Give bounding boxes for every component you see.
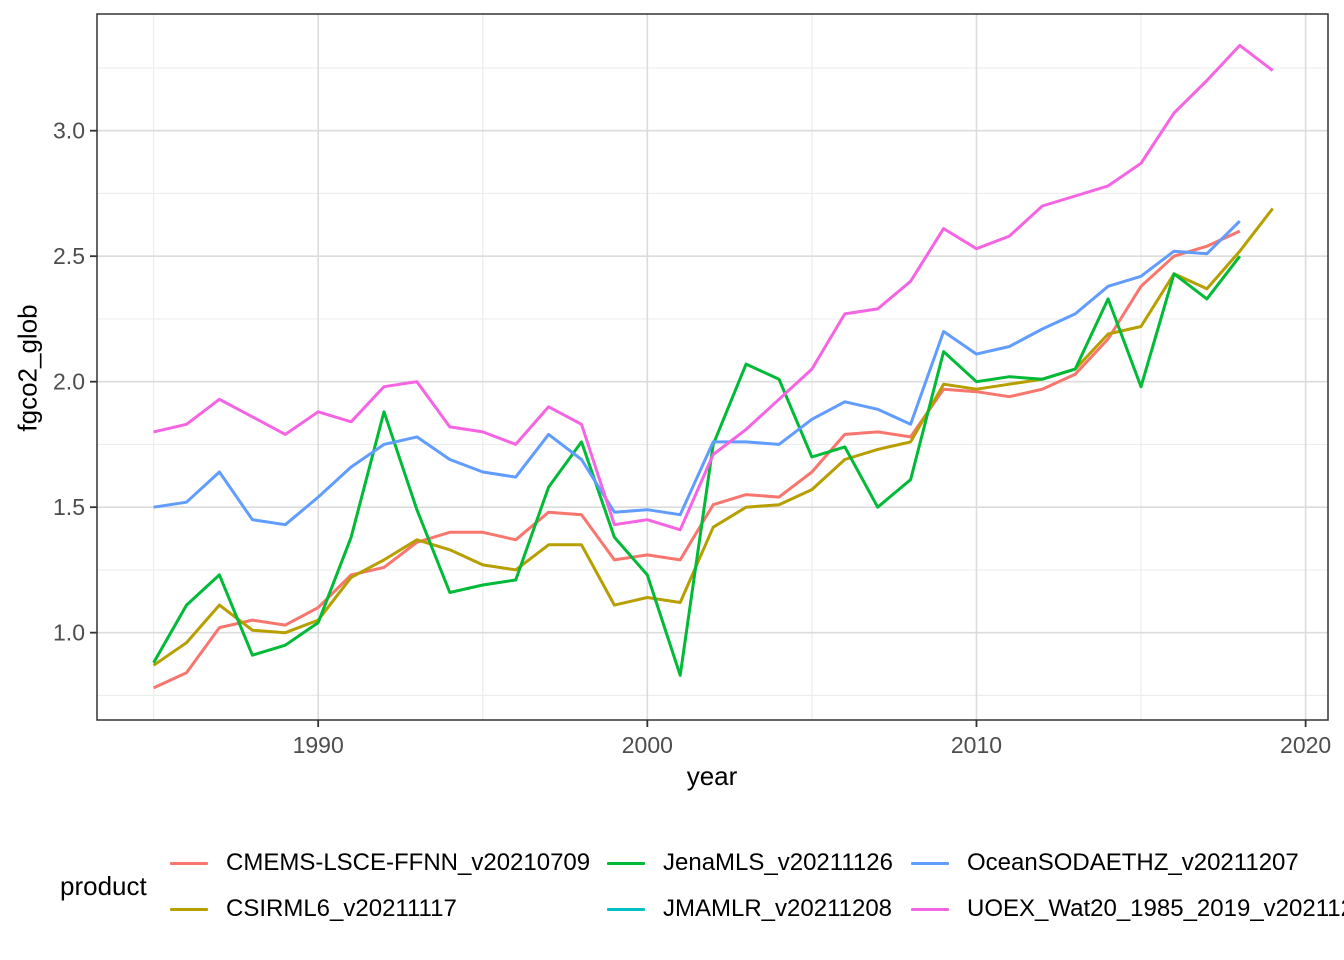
legend-item-label: CSIRML6_v20211117 xyxy=(226,895,457,922)
y-tick-label: 3.0 xyxy=(53,118,85,144)
legend-item-JMAMLR_v20211208: JMAMLR_v20211208 xyxy=(607,895,892,923)
y-tick-label: 1.5 xyxy=(53,494,85,520)
series-line-CMEMS-LSCE-FFNN_v20210709 xyxy=(152,229,1241,690)
series-line-JenaMLS_v20211126 xyxy=(152,255,1241,677)
y-tick-label: 2.0 xyxy=(53,369,85,395)
x-axis-title: year xyxy=(686,761,738,791)
y-axis-title: fgco2_glob xyxy=(12,304,43,432)
legend-key-line xyxy=(911,907,949,911)
legend-item-label: UOEX_Wat20_1985_2019_v202112 xyxy=(967,895,1344,922)
panel-border xyxy=(96,13,1329,721)
legend-item-CSIRML6_v20211117: CSIRML6_v20211117 xyxy=(170,895,457,923)
legend-item-CMEMS-LSCE-FFNN_v20210709: CMEMS-LSCE-FFNN_v20210709 xyxy=(170,849,590,877)
x-tick-label: 1990 xyxy=(293,732,344,758)
x-tick-label: 2010 xyxy=(951,732,1002,758)
legend-item-label: CMEMS-LSCE-FFNN_v20210709 xyxy=(226,849,591,876)
x-tick-label: 2020 xyxy=(1280,732,1331,758)
legend-item-OceanSODAETHZ_v20211207: OceanSODAETHZ_v20211207 xyxy=(911,849,1299,877)
legend-item-JenaMLS_v20211126: JenaMLS_v20211126 xyxy=(607,849,893,877)
legend-item-label: JMAMLR_v20211208 xyxy=(663,895,893,922)
legend-item-UOEX_Wat20_1985_2019_v202112: UOEX_Wat20_1985_2019_v202112 xyxy=(911,895,1344,923)
legend-key-line xyxy=(170,861,208,865)
panel-background xyxy=(97,14,1328,720)
y-tick-label: 2.5 xyxy=(53,243,85,269)
line-chart: 1990 2000 2010 2020 1.0 1.5 2.0 2.5 3.0 xyxy=(53,13,1331,758)
legend-item-label: JenaMLS_v20211126 xyxy=(663,849,893,876)
series-line-UOEX_Wat20_1985_2019_v202112 xyxy=(153,43,1274,532)
series-line-OceanSODAETHZ_v20211207 xyxy=(153,220,1241,527)
series-line-CSIRML6_v20211117 xyxy=(152,207,1274,667)
legend-key-line xyxy=(607,861,645,865)
legend-key-line xyxy=(607,907,645,911)
legend-title: product xyxy=(60,871,147,901)
legend-key-line xyxy=(911,861,949,865)
legend-key-line xyxy=(170,907,208,911)
legend-item-label: OceanSODAETHZ_v20211207 xyxy=(967,849,1299,876)
x-tick-label: 2000 xyxy=(622,732,673,758)
y-tick-label: 1.0 xyxy=(53,620,85,646)
